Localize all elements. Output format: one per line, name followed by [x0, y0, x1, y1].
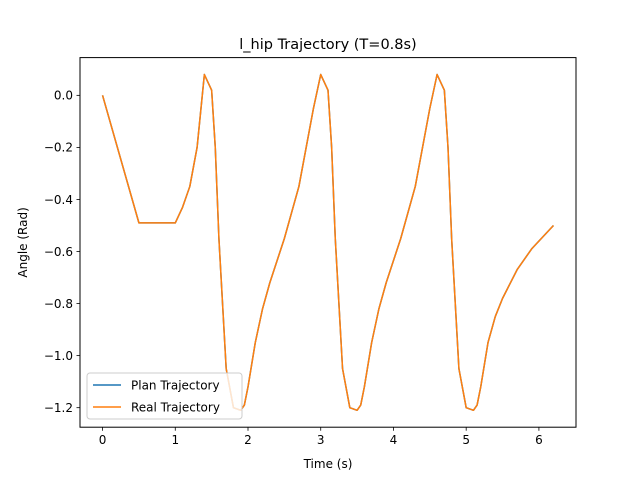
x-tick-label: 0 [99, 433, 107, 447]
chart-title: l_hip Trajectory (T=0.8s) [239, 37, 416, 53]
y-tick-label: −1.2 [44, 401, 73, 415]
legend-box [86, 372, 243, 420]
y-axis-ticks: 0.0 −0.2 −0.4 −0.6 −0.8 −1.0 −1.2 [44, 89, 80, 415]
x-axis-label: Time (s) [303, 457, 353, 471]
x-tick-label: 1 [171, 433, 179, 447]
x-tick-label: 4 [390, 433, 398, 447]
y-axis-label: Angle (Rad) [16, 207, 30, 277]
plot-frame [79, 57, 577, 428]
legend-label-plan: Plan Trajectory [131, 379, 220, 393]
y-tick-label: −0.4 [44, 193, 73, 207]
x-tick-label: 6 [535, 433, 543, 447]
y-tick-label: 0.0 [54, 89, 73, 103]
x-tick-label: 2 [244, 433, 252, 447]
x-axis-ticks: 0 1 2 3 4 5 6 [99, 427, 543, 447]
y-tick-label: −0.6 [44, 245, 73, 259]
y-tick-label: −1.0 [44, 349, 73, 363]
x-tick-label: 3 [317, 433, 325, 447]
series-layer [101, 73, 554, 412]
legend: Plan Trajectory Real Trajectory [86, 372, 243, 420]
x-tick-label: 5 [462, 433, 470, 447]
y-tick-label: −0.8 [44, 297, 73, 311]
series-line-real [101, 73, 554, 412]
y-tick-label: −0.2 [44, 141, 73, 155]
legend-label-real: Real Trajectory [131, 401, 220, 415]
plot-area [80, 57, 576, 428]
